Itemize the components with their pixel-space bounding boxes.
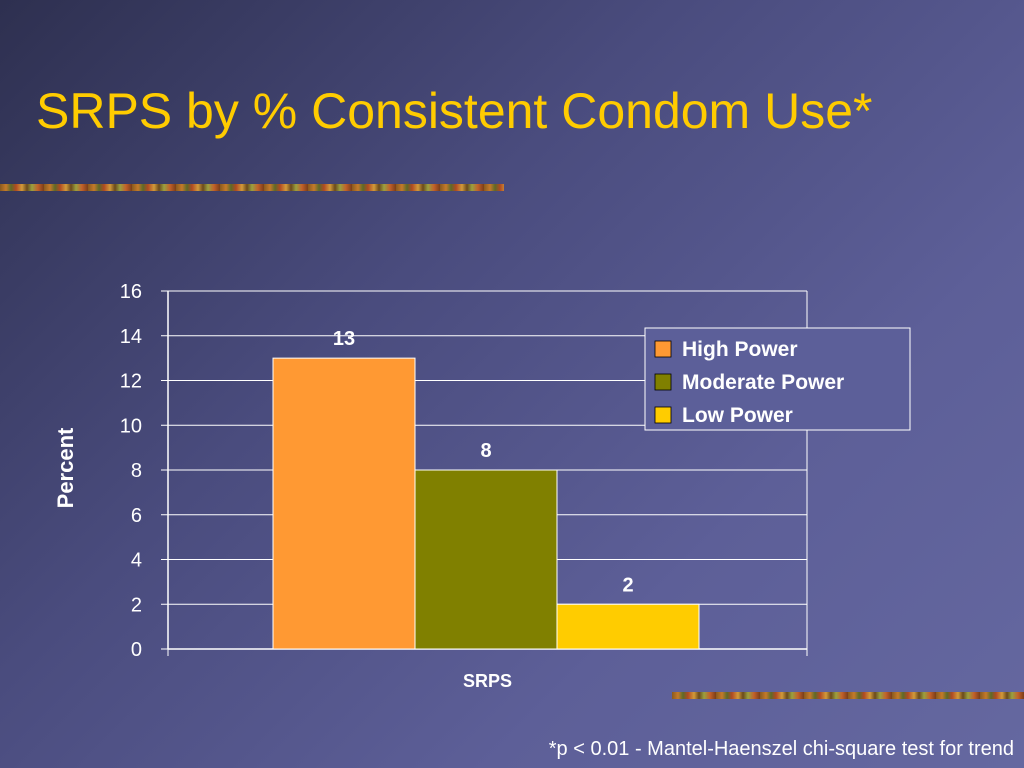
legend-swatch [654, 406, 672, 424]
data-label: 8 [480, 440, 491, 462]
decorative-rule-top [0, 184, 504, 191]
bar-low-power [556, 603, 700, 650]
y-tick-label: 14 [120, 326, 142, 348]
y-axis-label: Percent [53, 427, 78, 508]
bar-high-power [272, 357, 416, 650]
bar-moderate-power [414, 469, 558, 650]
footnote: *p < 0.01 - Mantel-Haenszel chi-square t… [548, 738, 1014, 760]
y-tick-label: 8 [131, 460, 142, 482]
y-tick-label: 0 [131, 639, 142, 661]
y-tick-label: 4 [131, 550, 142, 572]
legend-box [644, 327, 911, 431]
y-tick-label: 2 [131, 594, 142, 616]
legend-label: High Power [682, 338, 798, 361]
x-axis-label: SRPS [463, 671, 512, 691]
data-label: 2 [622, 574, 633, 596]
legend-swatch [654, 340, 672, 358]
legend-label: Low Power [682, 404, 793, 427]
y-tick-label: 10 [120, 415, 142, 437]
legend-swatch [654, 373, 672, 391]
y-tick-label: 16 [120, 281, 142, 303]
y-tick-label: 12 [120, 371, 142, 393]
decorative-rule-bottom [672, 692, 1024, 699]
slide-title: SRPS by % Consistent Condom Use* [36, 83, 873, 139]
legend-label: Moderate Power [682, 371, 844, 394]
data-label: 13 [333, 328, 355, 350]
y-tick-label: 6 [131, 505, 142, 527]
